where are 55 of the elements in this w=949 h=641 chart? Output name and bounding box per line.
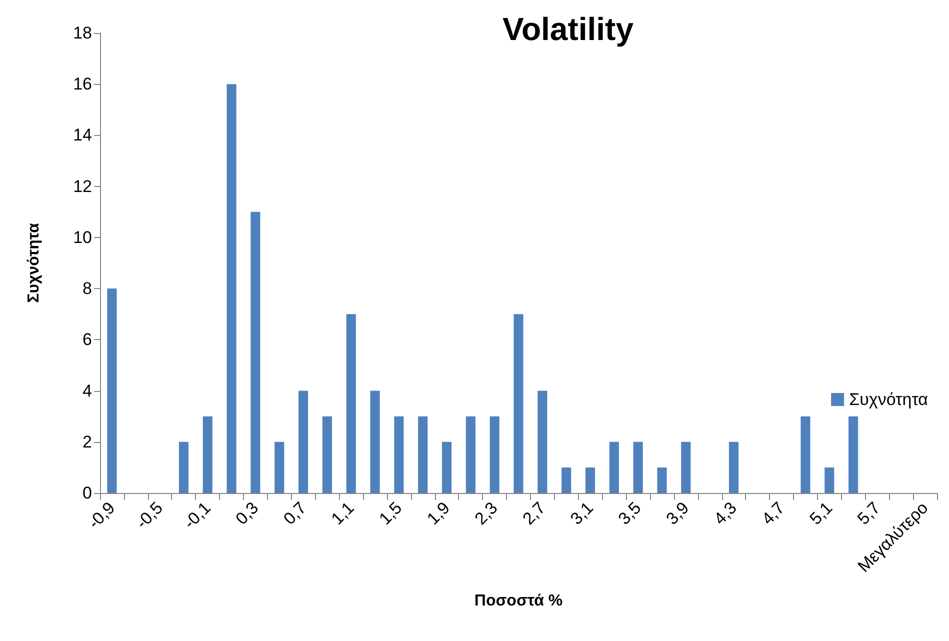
y-tick-label: 16 <box>73 74 92 94</box>
y-tick-label: 10 <box>73 228 92 247</box>
bar <box>322 416 332 493</box>
bar <box>274 442 284 493</box>
bar <box>370 390 380 493</box>
bar <box>394 416 404 493</box>
x-tick-label: -0,1 <box>180 498 214 532</box>
x-tick-label: 2,3 <box>471 498 502 528</box>
y-tick-label: 8 <box>82 279 92 298</box>
bar <box>418 416 428 493</box>
x-tick-label: 3,5 <box>614 498 645 528</box>
y-axis-title: Συχνότητα <box>26 222 42 303</box>
bar <box>514 314 524 493</box>
legend-label: Συχνότητα <box>849 390 928 409</box>
x-tick-label: 2,7 <box>518 498 550 528</box>
bar <box>202 416 212 493</box>
bar <box>490 416 500 493</box>
bar <box>633 442 643 493</box>
bar <box>824 467 834 493</box>
x-tick-label: 1,5 <box>376 498 406 528</box>
x-tick-label: 1,9 <box>423 498 454 528</box>
x-tick-label: -0,5 <box>132 498 167 532</box>
x-tick-label: 5,1 <box>806 498 836 528</box>
x-tick-label: 4,3 <box>710 498 740 528</box>
bar <box>538 390 548 493</box>
bar <box>442 442 452 493</box>
bar <box>466 416 476 493</box>
bar <box>178 442 188 493</box>
bar <box>226 84 236 493</box>
bar <box>800 416 810 493</box>
bar <box>346 314 356 493</box>
y-tick-label: 12 <box>73 176 92 196</box>
x-tick-label: 3,1 <box>566 498 597 528</box>
x-tick-label: 0,3 <box>232 498 262 528</box>
y-tick-label: 14 <box>73 126 92 145</box>
bar <box>609 442 619 493</box>
bar <box>107 288 117 493</box>
y-tick-label: 18 <box>73 24 92 42</box>
x-tick-label: 4,7 <box>758 498 788 528</box>
y-tick-label: 6 <box>82 330 92 350</box>
x-tick-label: 1,1 <box>328 498 358 528</box>
bar <box>562 467 572 493</box>
bar <box>298 390 308 493</box>
y-tick-label: 2 <box>82 432 92 452</box>
bar <box>848 416 858 493</box>
chart-title: Volatility <box>502 11 634 47</box>
bar <box>585 467 596 493</box>
x-tick-label: 0,7 <box>280 498 310 528</box>
bar <box>657 467 667 493</box>
bar <box>250 212 260 493</box>
bar <box>728 442 739 493</box>
x-tick-label: 3,9 <box>662 498 693 528</box>
y-tick-label: 4 <box>82 381 92 400</box>
x-axis-title: Ποσοστά % <box>474 592 563 610</box>
bar <box>681 442 691 493</box>
